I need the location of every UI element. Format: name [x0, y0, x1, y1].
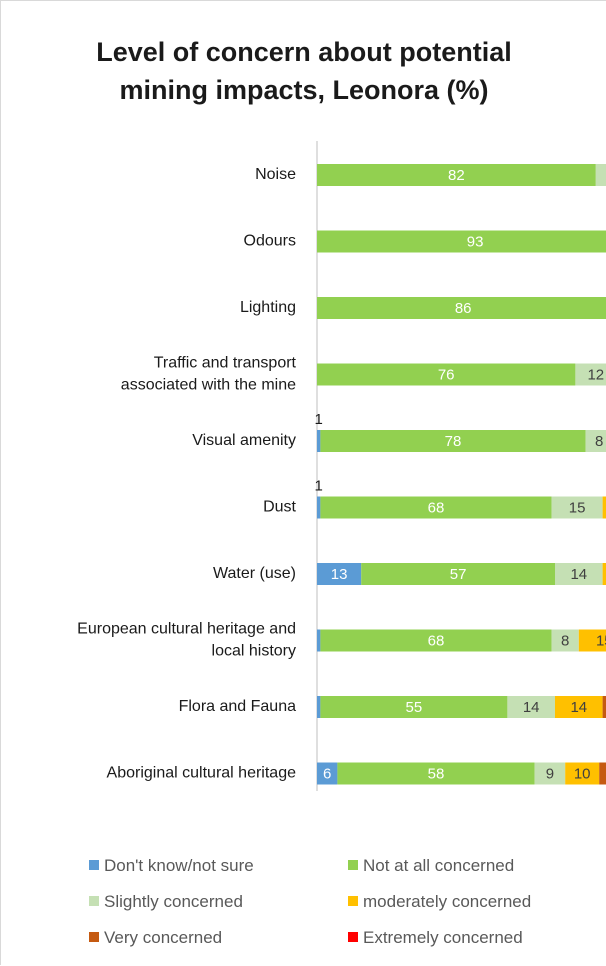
- bar-segment: [317, 629, 321, 652]
- data-label: 13: [331, 566, 348, 583]
- data-label: 1: [315, 411, 323, 428]
- bar-segment: [599, 762, 606, 785]
- data-label: 58: [428, 765, 445, 782]
- data-label: 76: [438, 366, 455, 383]
- bar-segment: [507, 696, 555, 718]
- category-label: European cultural heritage and: [77, 621, 296, 638]
- category-label: local history: [212, 643, 296, 660]
- data-label: 15: [596, 632, 606, 649]
- bar-segment: [317, 430, 321, 452]
- bar-segment: [534, 762, 566, 785]
- category-label: Odours: [244, 233, 296, 250]
- data-label: 9: [546, 765, 554, 782]
- bar-segment: [317, 297, 606, 319]
- data-label: 8: [595, 433, 603, 450]
- bar-segment: [585, 430, 606, 452]
- category-label: Flora and Fauna: [179, 698, 297, 715]
- data-label: 93: [467, 233, 484, 250]
- bar-segment: [555, 563, 603, 585]
- category-label: Traffic and transport: [154, 355, 297, 372]
- bar-segment: [602, 563, 606, 585]
- data-label: 1: [315, 477, 323, 494]
- category-label: Visual amenity: [192, 432, 296, 449]
- bar-segment: [320, 430, 586, 452]
- data-label: 12: [587, 366, 604, 383]
- data-label: 68: [428, 632, 445, 649]
- bar-segment: [317, 496, 321, 519]
- chart-title: Level of concern about potential mining …: [96, 37, 512, 105]
- bar-segment: [575, 363, 606, 386]
- category-label: Aboriginal cultural heritage: [107, 765, 297, 782]
- bar-segment: [551, 629, 579, 652]
- data-label: 14: [523, 699, 540, 716]
- bar-segment: [565, 762, 600, 785]
- bar-segment: [317, 363, 576, 386]
- category-label: Water (use): [213, 565, 296, 582]
- data-label: 8: [561, 632, 569, 649]
- bar-segment: [551, 496, 603, 519]
- bar-segment: [602, 696, 606, 718]
- bar-segment: [317, 696, 321, 718]
- bar-segment: [337, 762, 535, 785]
- bar-segment: [361, 563, 555, 585]
- category-label: Lighting: [240, 299, 296, 316]
- data-label: 57: [450, 566, 467, 583]
- bar-segment: [578, 629, 606, 652]
- bar-segment: [595, 164, 606, 186]
- data-label: 14: [570, 699, 587, 716]
- category-label: Noise: [255, 166, 296, 183]
- bar-segment: [320, 696, 508, 718]
- data-label: 10: [574, 765, 591, 782]
- bar-segment: [320, 629, 552, 652]
- bar-segment: [555, 696, 603, 718]
- data-label: 82: [448, 167, 465, 184]
- category-label: associated with the mine: [121, 377, 296, 394]
- bar-segment: [320, 496, 552, 519]
- bar-segment: [317, 563, 362, 585]
- data-label: 6: [323, 765, 331, 782]
- bar-segment: [317, 164, 596, 186]
- data-label: 68: [428, 499, 445, 516]
- data-label: 86: [455, 300, 472, 317]
- bar-segment: [602, 496, 606, 519]
- data-label: 78: [445, 433, 462, 450]
- data-label: 55: [406, 699, 423, 716]
- bar-segment: [317, 762, 338, 785]
- data-label: 14: [570, 566, 587, 583]
- category-label: Dust: [263, 499, 296, 516]
- data-label: 15: [569, 499, 586, 516]
- bar-segment: [317, 230, 606, 253]
